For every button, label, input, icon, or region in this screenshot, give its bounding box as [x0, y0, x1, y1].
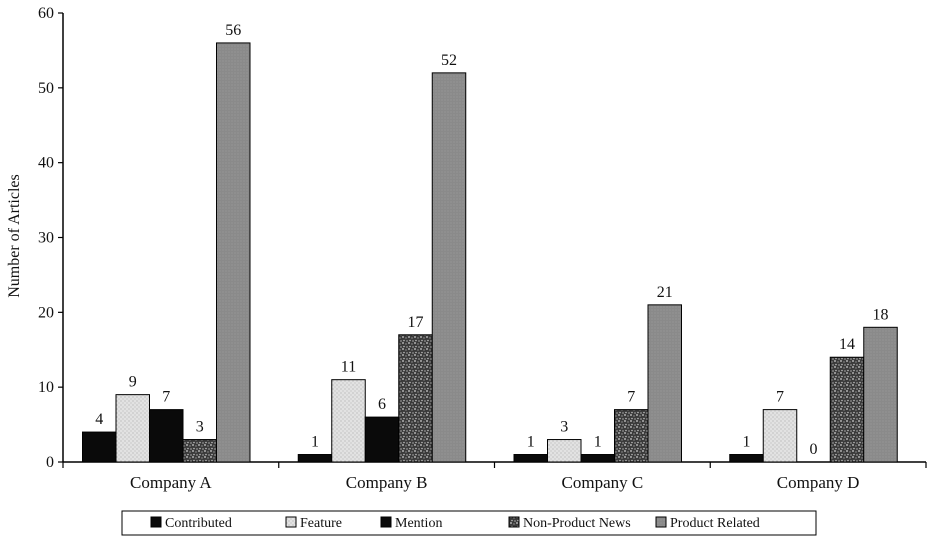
- axes: [62, 13, 926, 463]
- x-ticks: [62, 462, 927, 468]
- legend-label: Feature: [300, 516, 342, 531]
- data-label: 3: [196, 419, 204, 436]
- legend: Contributed Feature Mention Non-Product New…: [121, 510, 817, 536]
- data-label: 1: [527, 434, 535, 451]
- legend-swatch: [655, 516, 667, 528]
- data-label: 3: [560, 419, 568, 436]
- data-label: 52: [441, 52, 457, 69]
- bar: [149, 409, 184, 463]
- legend-swatch: [150, 516, 162, 528]
- bar: [364, 416, 400, 463]
- bar: [297, 454, 333, 463]
- bar: [614, 409, 649, 463]
- data-label: 17: [408, 314, 424, 331]
- legend-box: [121, 510, 817, 536]
- legend-swatch: [380, 516, 392, 528]
- y-tick-label: 20: [38, 304, 54, 321]
- bar: [398, 334, 433, 463]
- y-tick-label: 60: [38, 5, 54, 22]
- y-tick-label: 30: [38, 230, 54, 247]
- legend-label: Non-Product News: [523, 516, 631, 531]
- bar: [863, 326, 898, 463]
- bar: [729, 454, 764, 463]
- y-tick-label: 50: [38, 80, 54, 97]
- y-ticks: 0 10 20 30 40 50 60: [38, 5, 63, 471]
- data-label: 18: [873, 306, 889, 323]
- legend-label: Product Related: [670, 516, 760, 531]
- data-label: 9: [129, 374, 137, 391]
- bar: [431, 72, 467, 463]
- category-label: Company C: [562, 473, 644, 492]
- bar: [762, 409, 798, 463]
- bar: [580, 454, 615, 463]
- category-label: Company B: [346, 473, 428, 492]
- category-label: Company A: [130, 473, 212, 492]
- data-label: 6: [378, 396, 386, 413]
- bar: [547, 439, 582, 463]
- data-label: 4: [95, 411, 103, 428]
- data-label: 56: [225, 22, 241, 39]
- data-label: 1: [311, 434, 319, 451]
- bar: [115, 394, 150, 463]
- bars: [82, 42, 898, 463]
- data-label: 7: [776, 389, 784, 406]
- bar: [182, 439, 217, 463]
- legend-swatch: [285, 516, 297, 528]
- y-tick-label: 10: [38, 379, 54, 396]
- category-labels: Company A Company B Company C Company D: [130, 473, 859, 492]
- data-label: 7: [162, 389, 170, 406]
- data-label: 0: [810, 441, 818, 458]
- data-label: 11: [341, 359, 356, 376]
- data-label: 7: [627, 389, 635, 406]
- y-tick-label: 0: [46, 454, 54, 471]
- bar: [331, 379, 366, 463]
- data-label: 14: [839, 336, 855, 353]
- category-label: Company D: [777, 473, 860, 492]
- bar: [513, 454, 548, 463]
- y-axis-title: Number of Articles: [6, 174, 23, 298]
- bar: [647, 304, 682, 463]
- data-label: 21: [657, 284, 673, 301]
- legend-label: Contributed: [165, 516, 232, 531]
- data-label: 1: [743, 434, 751, 451]
- y-tick-label: 40: [38, 155, 54, 172]
- bar: [829, 356, 865, 463]
- legend-swatch: [508, 516, 520, 528]
- bar: [82, 431, 117, 463]
- legend-label: Mention: [395, 516, 442, 531]
- bar: [216, 42, 251, 463]
- data-label: 1: [594, 434, 602, 451]
